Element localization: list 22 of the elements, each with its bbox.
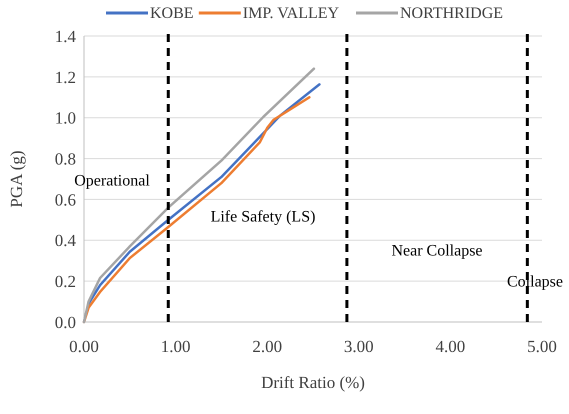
x-axis-title: Drift Ratio (%): [261, 373, 365, 392]
y-tick-label: 0.8: [54, 150, 76, 169]
x-tick-label: 0.00: [69, 337, 99, 356]
x-tick-label: 3.00: [344, 337, 374, 356]
y-tick-label: 0.2: [54, 272, 76, 292]
x-tick-label: 5.00: [527, 337, 557, 356]
x-tick-label: 4.00: [436, 337, 466, 356]
legend-label: IMP. VALLEY: [242, 5, 340, 22]
y-tick-label: 0.6: [54, 190, 76, 210]
y-tick-label: 1.2: [54, 68, 76, 87]
y-axis-title: PGA (g): [7, 150, 26, 208]
x-tick-label: 2.00: [252, 337, 282, 356]
y-tick-label: 0.4: [54, 231, 76, 250]
legend-label: NORTHRIDGE: [400, 5, 504, 22]
annotation: Near Collapse: [391, 242, 483, 260]
y-tick-label: 1.4: [54, 26, 76, 46]
annotation: Life Safety (LS): [210, 208, 316, 226]
y-tick-label: 0.0: [54, 312, 76, 332]
annotation: Operational: [74, 172, 150, 190]
x-tick-label: 1.00: [160, 337, 190, 356]
legend-label: KOBE: [150, 5, 194, 22]
y-tick-label: 1.0: [54, 108, 76, 128]
